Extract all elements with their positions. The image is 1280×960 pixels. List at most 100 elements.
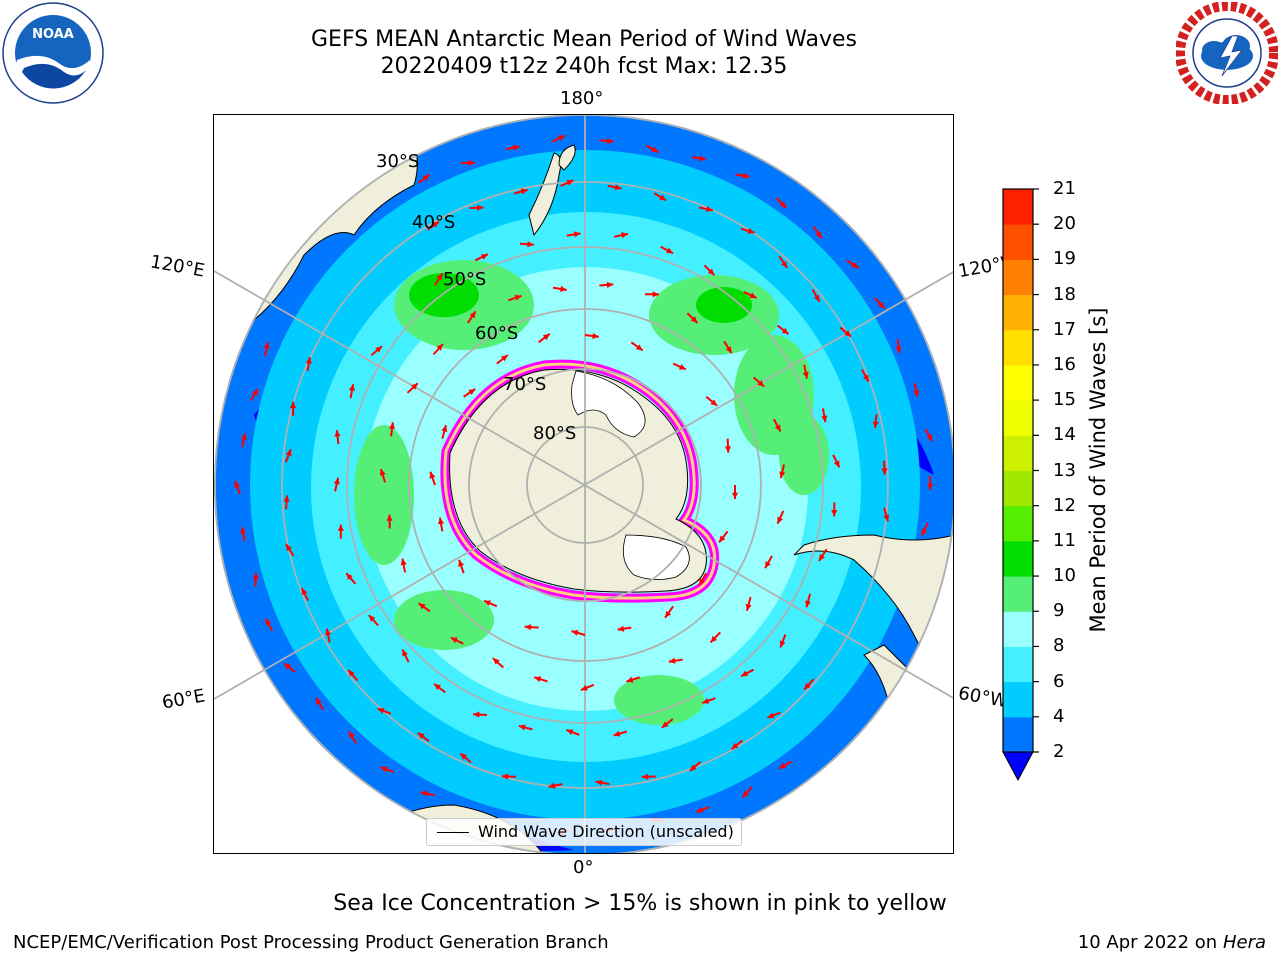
colorbar-cell [1003,681,1033,718]
wind-wave-direction-arrow [595,779,610,786]
legend-line-swatch [437,832,469,833]
wind-wave-direction-arrow [507,294,522,302]
wind-wave-direction-arrow [315,697,325,711]
colorbar-tick-label: 11 [1053,529,1076,551]
latitude-label-60s: 60°S [475,323,519,344]
wind-wave-direction-arrow [283,662,296,673]
wind-wave-direction-arrow [802,364,809,379]
colorbar-cell [1003,189,1033,225]
colorbar-tick-label: 21 [1053,178,1076,199]
wind-wave-direction-arrow [613,730,628,737]
wind-wave-direction-arrow [846,259,860,269]
wind-wave-direction-arrow [441,424,448,439]
wind-wave-direction-arrow [347,669,359,682]
colorbar-cell [1003,646,1033,683]
wind-wave-direction-arrow [641,773,656,780]
wind-wave-direction-arrow [432,343,444,356]
colorbar-tick-label: 8 [1053,635,1065,657]
wind-wave-direction-arrow [730,739,744,750]
wind-wave-direction-arrow [672,362,687,371]
wind-wave-direction-arrow [519,241,534,248]
wind-wave-direction-arrow [703,264,716,276]
colorbar-cell [1003,611,1033,647]
latitude-label-70s: 70°S [503,374,547,395]
wind-wave-direction-arrow [450,636,464,645]
wind-wave-direction-arrow [505,144,520,151]
colorbar-cell [1003,576,1033,612]
legend-entry: Wind Wave Direction (unscaled) [478,822,734,841]
wind-wave-direction-arrow [429,471,436,486]
wind-wave-direction-arrow [458,559,465,574]
wind-wave-direction-arrow [417,731,430,743]
wind-wave-direction-arrow [805,593,812,608]
wind-wave-direction-arrow [483,599,498,608]
wind-wave-direction-arrow [349,384,355,399]
wind-wave-direction-arrow [501,773,516,780]
colorbar-cell [1003,259,1033,296]
wind-wave-direction-arrow [881,460,888,475]
colorbar-cell [1003,224,1033,260]
colorbar-tick-label: 17 [1053,318,1076,340]
wind-wave-direction-arrow [709,631,721,644]
colorbar-cell [1003,540,1033,577]
chart-title-line2: 20220409 t12z 240h fcst Max: 12.35 [380,54,788,79]
wind-wave-direction-arrow [469,204,484,211]
wind-wave-direction-arrow [778,255,788,269]
wind-wave-direction-arrow [389,422,396,437]
wind-wave-direction-arrow [767,711,781,719]
weddell-ice-shelf [622,534,690,580]
wind-wave-direction-arrow [333,477,340,492]
wind-wave-direction-arrow [252,572,259,587]
wind-wave-direction-arrow [740,227,755,234]
wind-wave-direction-arrow [560,179,574,187]
noaa-logo-text: NOAA [32,27,74,42]
colorbar-tick-label: 20 [1053,213,1076,235]
colorbar-cell [1003,470,1033,507]
wind-wave-direction-arrow [284,448,292,463]
wind-wave-direction-arrow [741,786,753,799]
colorbar-tick-label: 4 [1053,705,1065,727]
wind-wave-direction-arrow [913,382,920,398]
wave-period-10-12-patch [696,287,752,323]
wind-wave-direction-arrow [334,429,341,445]
wind-wave-direction-arrow [418,602,431,613]
colorbar [1002,188,1039,782]
wind-wave-direction-arrow [895,339,902,354]
wind-wave-direction-arrow [566,231,581,238]
wind-wave-direction-arrow [772,418,782,432]
wind-wave-direction-arrow [695,805,710,814]
noaa-logo-icon: NOAA [2,2,104,104]
wind-wave-direction-arrow [377,707,392,715]
wind-wave-direction-arrow [698,572,708,586]
footer-date-text: 10 Apr 2022 on [1077,932,1218,953]
madagascar-landmass [214,774,297,853]
map-panel [213,114,954,854]
colorbar-tick-label: 6 [1053,670,1065,692]
wind-wave-direction-arrow [779,634,787,648]
wind-wave-direction-arrow [614,232,629,239]
wind-wave-direction-arrow [599,281,614,288]
antarctic-wave-period-map [214,115,953,853]
colorbar-tick-label: 13 [1053,459,1076,481]
wind-wave-direction-arrow [460,159,475,166]
wind-wave-direction-arrow [474,253,489,262]
wind-wave-direction-arrow [466,310,477,324]
wind-wave-direction-arrow [417,173,431,184]
footer-date: 10 Apr 2022 on Hera [1078,931,1266,955]
colorbar-tick-label: 14 [1053,424,1076,446]
wind-wave-direction-arrow [379,468,386,483]
colorbar-tick-label: 10 [1053,565,1076,587]
wind-wave-direction-arrow [538,333,551,344]
colorbar-cell [1003,364,1033,401]
latitude-label-50s: 50°S [443,269,487,290]
wind-wave-direction-arrow [240,527,247,542]
colorbar-cell [1003,716,1033,753]
wind-wave-direction-arrow [566,729,580,736]
wind-wave-direction-arrow [337,524,344,539]
wind-wave-direction-arrow [496,354,509,365]
wind-wave-direction-arrow [668,657,683,664]
wind-wave-direction-arrow [735,172,750,179]
wind-wave-direction-arrow [660,245,674,255]
wind-wave-direction-arrow [420,790,435,797]
latitude-label-40s: 40°S [412,212,456,233]
